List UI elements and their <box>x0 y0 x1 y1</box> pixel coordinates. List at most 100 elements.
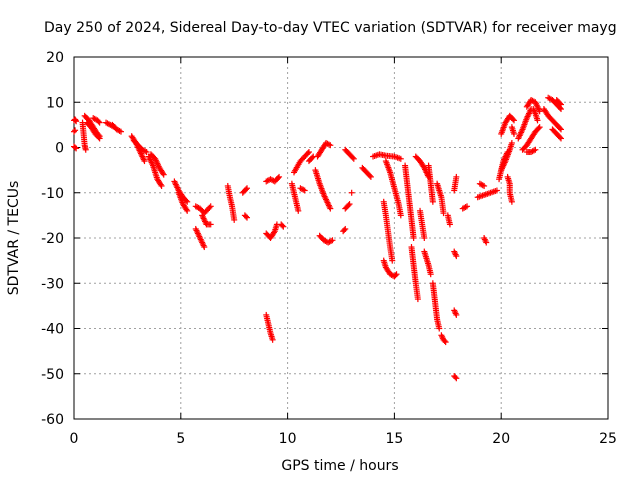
y-tick-label: -20 <box>41 231 64 247</box>
x-tick-label: 0 <box>70 431 79 447</box>
data-point <box>453 375 460 382</box>
data-point <box>82 146 89 153</box>
chart-title: Day 250 of 2024, Sidereal Day-to-day VTE… <box>44 20 617 36</box>
data-point <box>327 142 334 149</box>
data-point <box>397 212 404 219</box>
data-point <box>389 257 396 264</box>
data-point <box>436 325 443 332</box>
axis-ticks <box>73 56 609 420</box>
data-point <box>556 100 563 107</box>
data-point <box>184 198 191 205</box>
x-axis-label: GPS time / hours <box>281 458 398 474</box>
data-point <box>536 108 543 115</box>
data-point <box>536 124 543 131</box>
data-point <box>410 235 417 241</box>
data-point <box>421 235 428 241</box>
data-point <box>207 203 214 210</box>
y-tick-label: -10 <box>41 186 64 202</box>
data-point <box>453 173 460 180</box>
x-tick-labels: 0 5 10 15 20 25 <box>70 431 617 447</box>
data-point <box>558 135 565 142</box>
y-tick-label: -60 <box>41 412 64 428</box>
data-point <box>349 154 356 161</box>
data-point <box>342 225 349 232</box>
x-tick-label: 10 <box>279 431 297 447</box>
data-point <box>556 125 563 132</box>
data-point <box>304 150 311 157</box>
y-axis-label: SDTVAR / TECUs <box>6 181 22 296</box>
data-point <box>558 101 565 108</box>
data-point <box>96 119 103 126</box>
data-series <box>71 94 565 382</box>
data-point <box>244 185 251 192</box>
data-point <box>556 134 563 141</box>
data-point <box>276 173 283 180</box>
grid-lines <box>74 57 608 419</box>
data-point <box>453 311 460 318</box>
data-point <box>558 126 565 133</box>
data-point <box>160 171 167 178</box>
data-point <box>117 128 124 135</box>
y-tick-label: -50 <box>41 367 64 383</box>
data-point <box>242 213 249 220</box>
data-point <box>274 175 281 182</box>
data-point <box>327 205 334 212</box>
data-point <box>534 117 541 124</box>
data-point <box>309 154 316 161</box>
y-tick-label: 0 <box>55 141 64 157</box>
data-point <box>511 130 518 137</box>
data-point <box>393 271 400 278</box>
data-point <box>483 239 490 246</box>
data-point <box>341 227 348 234</box>
data-point <box>73 145 80 152</box>
data-point <box>95 134 102 141</box>
data-point <box>367 173 374 180</box>
data-point <box>392 272 399 279</box>
data-point <box>157 181 164 188</box>
data-point <box>464 203 471 210</box>
data-point <box>242 186 249 193</box>
data-point <box>159 170 166 177</box>
data-point <box>427 271 434 278</box>
data-point <box>96 135 103 142</box>
data-point <box>158 182 165 189</box>
data-point <box>329 237 336 244</box>
data-point <box>141 158 148 165</box>
y-tick-label: -40 <box>41 322 64 338</box>
data-point <box>71 128 77 135</box>
data-point <box>206 204 213 211</box>
y-tick-labels: -60 -50 -40 -30 -20 -10 0 10 20 <box>41 50 64 428</box>
x-tick-label: 25 <box>599 431 617 447</box>
data-point <box>201 244 208 251</box>
data-point <box>305 149 312 156</box>
data-point <box>493 187 500 194</box>
data-point <box>345 202 352 209</box>
x-tick-label: 15 <box>385 431 403 447</box>
data-point <box>279 222 286 229</box>
data-point <box>184 207 191 214</box>
data-point <box>207 221 214 228</box>
data-point <box>95 118 102 125</box>
data-point <box>440 210 447 217</box>
data-point <box>346 201 353 208</box>
data-point <box>270 229 277 236</box>
data-point <box>414 296 421 303</box>
data-point <box>348 189 355 196</box>
data-point <box>429 198 436 205</box>
data-point <box>442 339 449 346</box>
data-point <box>481 182 488 189</box>
x-tick-label: 20 <box>492 431 510 447</box>
data-point <box>441 337 448 344</box>
data-point <box>532 146 539 153</box>
data-point <box>143 149 150 156</box>
data-point <box>72 144 79 151</box>
y-tick-label: -30 <box>41 276 64 292</box>
data-point <box>295 207 302 214</box>
data-point <box>504 149 511 156</box>
data-point <box>397 155 404 162</box>
data-point <box>511 117 518 124</box>
y-tick-label: 20 <box>46 50 64 66</box>
x-tick-label: 5 <box>176 431 185 447</box>
data-point <box>231 216 238 223</box>
